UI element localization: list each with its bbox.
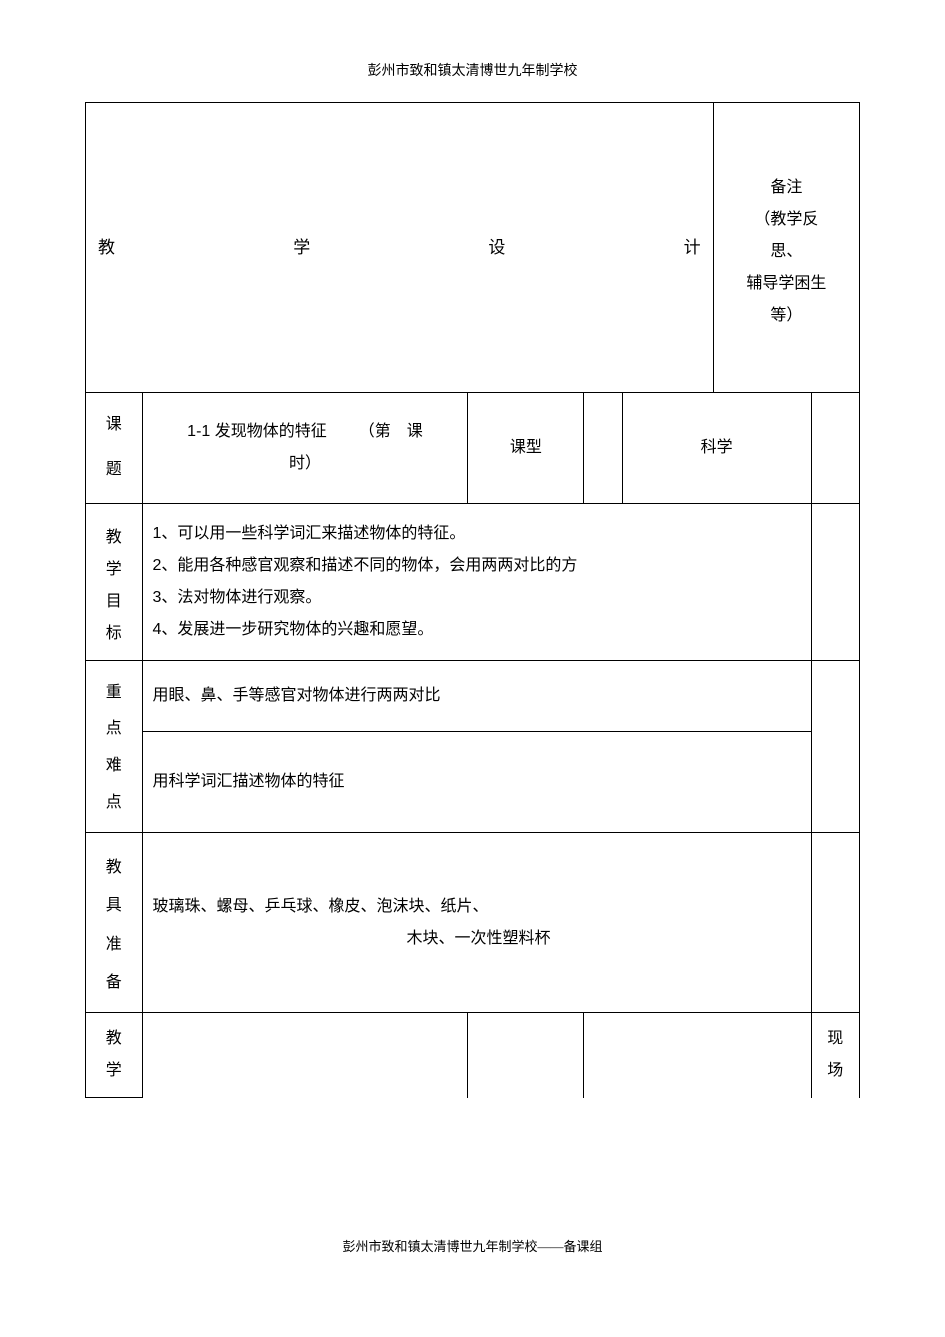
design-label: 教学设计	[86, 103, 714, 393]
page-footer: 彭州市致和镇太清博世九年制学校——备课组	[0, 1236, 945, 1255]
row-process: 教学 现场	[86, 1013, 860, 1098]
topic-label: 课题	[86, 393, 143, 504]
row-preparation: 教具准备 玻璃珠、螺母、乒乓球、橡皮、泡沫块、纸片、 木块、一次性塑料杯	[86, 832, 860, 1013]
lesson-plan-table: 教学设计 备注 （教学反 思、 辅导学困生 等） 课题 1-1 发现物体的特征 …	[85, 102, 860, 1098]
class-type-spacer	[584, 393, 622, 504]
topic-content: 1-1 发现物体的特征 （第 课时）	[142, 393, 468, 504]
prep-label: 教具准备	[86, 832, 143, 1013]
objectives-label: 教学目标	[86, 503, 143, 660]
topic-notes	[811, 393, 859, 504]
row-topic: 课题 1-1 发现物体的特征 （第 课时） 课型 科学	[86, 393, 860, 504]
prep-notes	[811, 832, 859, 1013]
site-label: 现场	[811, 1013, 859, 1098]
row-key-point: 重点难点 用眼、鼻、手等感官对物体进行两两对比	[86, 660, 860, 732]
row-difficult-point: 用科学词汇描述物体的特征	[86, 732, 860, 832]
process-c2	[142, 1013, 468, 1098]
class-type-value: 科学	[622, 393, 811, 504]
process-c3	[468, 1013, 584, 1098]
key-point-content: 用眼、鼻、手等感官对物体进行两两对比	[142, 660, 811, 732]
page-header: 彭州市致和镇太清博世九年制学校	[85, 60, 860, 80]
process-c4	[584, 1013, 811, 1098]
notes-header: 备注 （教学反 思、 辅导学困生 等）	[713, 103, 859, 393]
prep-content: 玻璃珠、螺母、乒乓球、橡皮、泡沫块、纸片、 木块、一次性塑料杯	[142, 832, 811, 1013]
key-difficult-label: 重点难点	[86, 660, 143, 832]
difficult-point-content: 用科学词汇描述物体的特征	[142, 732, 811, 832]
process-label: 教学	[86, 1013, 143, 1098]
document-page: 彭州市致和镇太清博世九年制学校 教学设计 备注 （教学反 思、 辅导学困生 等）	[0, 0, 945, 1098]
objectives-content: 1、可以用一些科学词汇来描述物体的特征。 2、能用各种感官观察和描述不同的物体，…	[142, 503, 811, 660]
class-type-label: 课型	[468, 393, 584, 504]
row-design-header: 教学设计 备注 （教学反 思、 辅导学困生 等）	[86, 103, 860, 393]
objectives-notes	[811, 503, 859, 660]
row-objectives: 教学目标 1、可以用一些科学词汇来描述物体的特征。 2、能用各种感官观察和描述不…	[86, 503, 860, 660]
key-notes	[811, 660, 859, 832]
